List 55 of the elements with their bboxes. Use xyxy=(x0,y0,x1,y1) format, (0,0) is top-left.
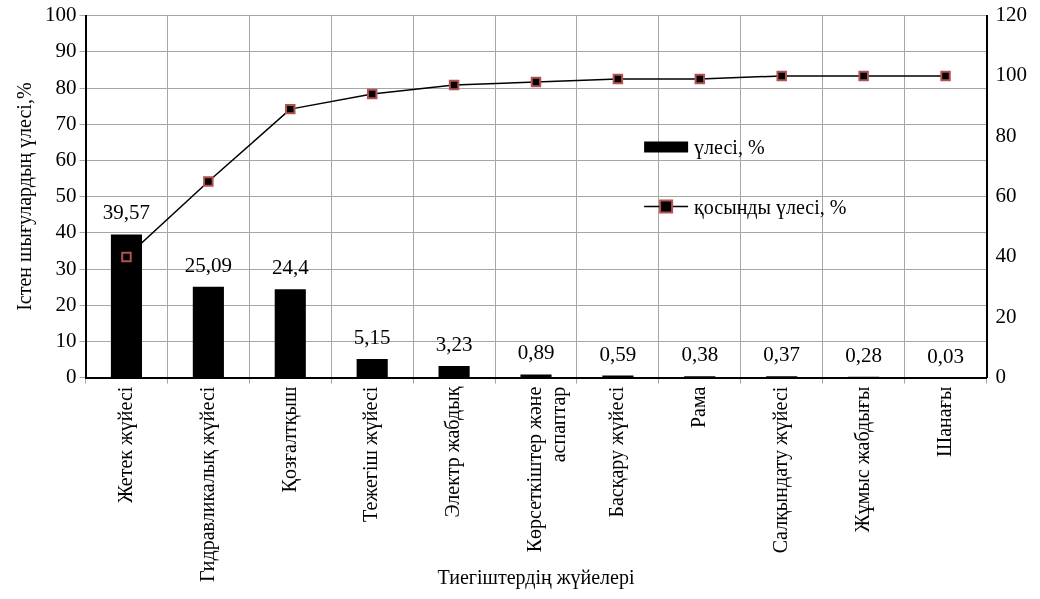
data-label: 0,28 xyxy=(845,342,883,367)
x-tick-label: Рама xyxy=(687,386,710,429)
data-label: 5,15 xyxy=(353,325,391,350)
legend-label: қосынды үлесі, % xyxy=(694,195,847,219)
y-tick-label: 10 xyxy=(55,327,77,352)
x-tick-label: Жұмыс жабдығы xyxy=(850,386,874,533)
data-label: 24,4 xyxy=(271,255,310,280)
y2-tick-label: 80 xyxy=(995,122,1017,147)
data-label: 0,03 xyxy=(927,343,964,368)
y-tick-label: 100 xyxy=(45,2,77,27)
x-tick-label: Басқару жүйесі xyxy=(605,386,629,518)
y-tick-label: 80 xyxy=(55,74,77,99)
y-tick-label: 70 xyxy=(55,110,77,135)
point xyxy=(366,88,378,100)
point xyxy=(858,70,869,82)
y-tick-label: 50 xyxy=(55,183,77,208)
y2-tick-label: 40 xyxy=(995,243,1017,268)
x-tick-label: Тежегіш жүйесі xyxy=(359,386,383,522)
point xyxy=(940,70,951,82)
x-tick-label: Қозғалтқыш xyxy=(277,386,301,493)
y2-tick-label: 20 xyxy=(995,303,1017,328)
x-axis-title: Тиегіштердің жүйелері xyxy=(437,566,635,590)
y2-tick-label: 0 xyxy=(995,364,1006,389)
point xyxy=(121,251,132,263)
point xyxy=(448,79,460,91)
y-tick-label: 60 xyxy=(55,146,77,171)
y-tick-label: 40 xyxy=(55,219,77,244)
data-label: 3,23 xyxy=(435,331,473,356)
point xyxy=(694,73,706,85)
point xyxy=(530,76,542,88)
data-label: 0,89 xyxy=(517,340,555,365)
y2-tick-label: 60 xyxy=(995,183,1017,208)
data-label: 0,37 xyxy=(763,342,801,367)
point xyxy=(776,70,787,82)
x-tick-label: Шанағы xyxy=(932,386,955,457)
x-tick-label: Электр жабдық xyxy=(441,386,465,518)
point xyxy=(203,176,214,187)
legend-label: үлесі, % xyxy=(694,135,765,159)
data-label: 0,38 xyxy=(681,342,719,367)
data-label: 39,57 xyxy=(102,200,151,225)
data-label: 0,59 xyxy=(599,341,637,366)
y-tick-label: 0 xyxy=(66,364,77,389)
data-label: 25,09 xyxy=(184,252,232,277)
x-tick-label: Жетек жүйесі xyxy=(113,386,137,504)
y-tick-label: 30 xyxy=(55,255,77,280)
y2-tick-label: 100 xyxy=(995,62,1027,87)
y-axis-title: Істен шығулардың үлесі,% xyxy=(13,82,37,311)
y-tick-label: 90 xyxy=(55,38,77,63)
y2-tick-label: 120 xyxy=(995,2,1027,27)
y-tick-label: 20 xyxy=(55,291,77,316)
point xyxy=(612,73,624,85)
x-tick-label: Гидравликалық жүйесі xyxy=(195,386,219,583)
x-tick-label: Салқындату жүйесі xyxy=(768,386,792,554)
x-tick-label: Көрсеткіштер және аспаптар xyxy=(523,386,571,553)
point xyxy=(285,103,296,115)
